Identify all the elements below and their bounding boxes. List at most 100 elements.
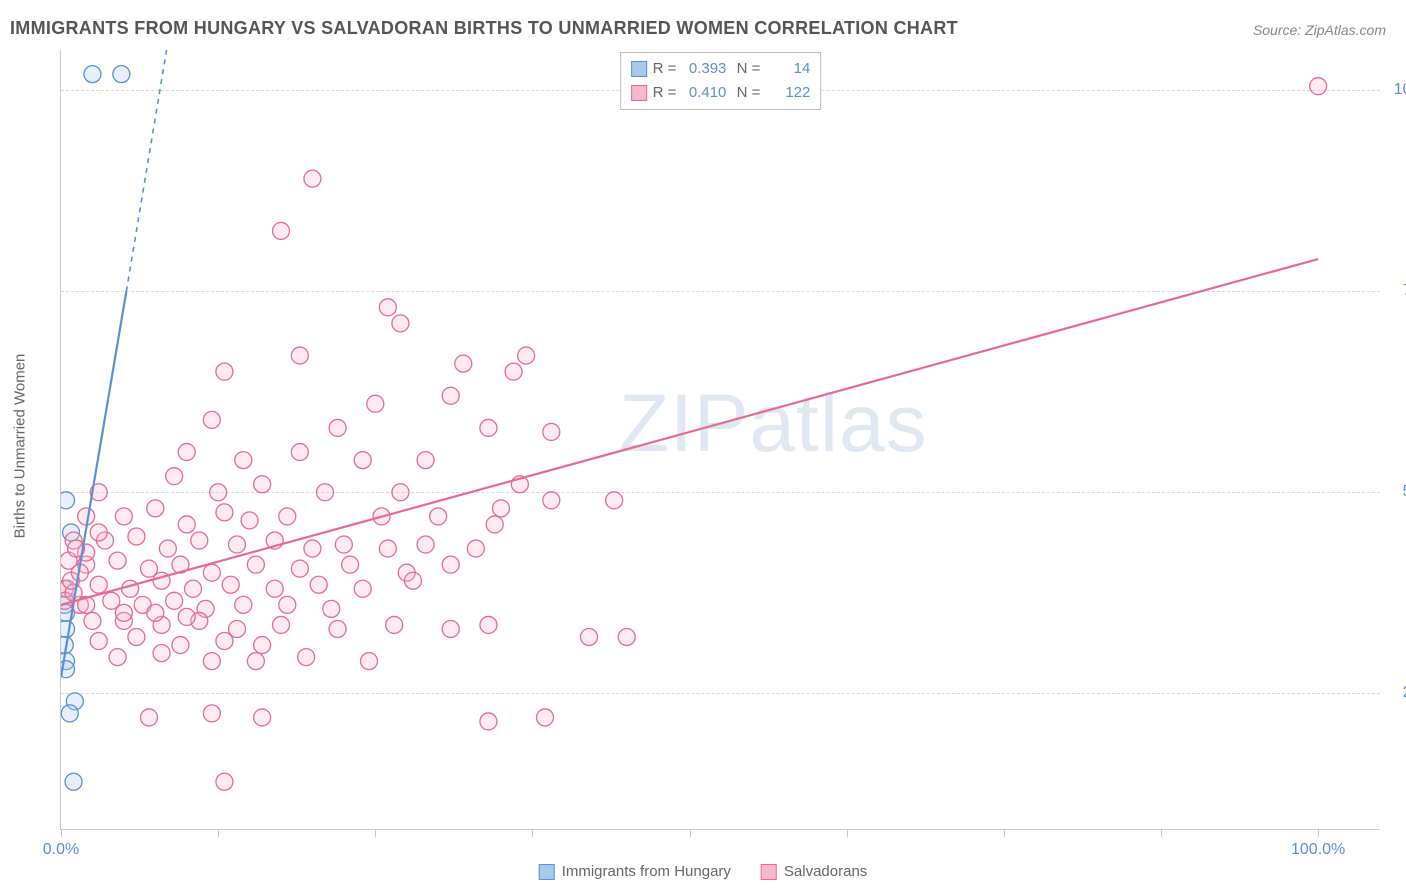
data-point [417, 452, 434, 469]
data-point [392, 315, 409, 332]
legend-item: Immigrants from Hungary [539, 863, 731, 880]
data-point [291, 444, 308, 461]
data-point [90, 633, 107, 650]
data-point [480, 419, 497, 436]
bottom-legend: Immigrants from Hungary Salvadorans [539, 863, 868, 880]
n-value: 122 [766, 81, 810, 105]
data-point [379, 540, 396, 557]
r-value: 0.393 [682, 57, 726, 81]
data-point [486, 516, 503, 533]
data-point [361, 653, 378, 670]
data-point [493, 500, 510, 517]
n-label: N = [732, 81, 760, 105]
data-point [216, 633, 233, 650]
x-tick-label: 0.0% [43, 841, 79, 859]
data-point [61, 705, 78, 722]
stats-legend: R =0.393 N =14R =0.410 N =122 [620, 52, 822, 110]
data-point [229, 536, 246, 553]
data-point [128, 528, 145, 545]
data-point [442, 620, 459, 637]
data-point [455, 355, 472, 372]
data-point [147, 500, 164, 517]
y-tick-label: 50.0% [1403, 483, 1406, 501]
data-point [109, 552, 126, 569]
data-point [109, 649, 126, 666]
data-point [505, 363, 522, 380]
data-point [115, 508, 132, 525]
data-point [90, 576, 107, 593]
stats-legend-row: R =0.410 N =122 [631, 81, 811, 105]
data-point [235, 452, 252, 469]
data-point [216, 504, 233, 521]
data-point [178, 608, 195, 625]
data-point [247, 556, 264, 573]
n-value: 14 [766, 57, 810, 81]
data-point [310, 576, 327, 593]
legend-swatch [761, 864, 777, 880]
data-point [166, 468, 183, 485]
data-point [254, 476, 271, 493]
legend-swatch [539, 864, 555, 880]
x-tick [690, 829, 691, 837]
legend-item: Salvadorans [761, 863, 867, 880]
data-point [147, 604, 164, 621]
data-point [279, 508, 296, 525]
data-point [329, 620, 346, 637]
data-point [113, 66, 130, 83]
data-point [273, 222, 290, 239]
x-tick [1004, 829, 1005, 837]
data-point [166, 592, 183, 609]
data-point [298, 649, 315, 666]
data-point [442, 387, 459, 404]
data-point [254, 709, 271, 726]
data-point [203, 564, 220, 581]
data-point [430, 508, 447, 525]
chart-title: IMMIGRANTS FROM HUNGARY VS SALVADORAN BI… [10, 18, 958, 39]
plot-area: ZIPatlas 25.0%50.0%75.0%100.0% 0.0%100.0… [60, 50, 1380, 830]
data-point [115, 604, 132, 621]
data-point [65, 773, 82, 790]
y-tick-label: 75.0% [1403, 282, 1406, 300]
legend-swatch [631, 85, 647, 101]
data-point [241, 512, 258, 529]
n-label: N = [732, 57, 760, 81]
data-point [266, 580, 283, 597]
data-point [304, 170, 321, 187]
x-tick [532, 829, 533, 837]
data-point [216, 363, 233, 380]
data-point [84, 66, 101, 83]
data-point [191, 532, 208, 549]
data-point [581, 629, 598, 646]
data-point [379, 299, 396, 316]
data-point [247, 653, 264, 670]
r-label: R = [653, 81, 677, 105]
data-point [153, 645, 170, 662]
data-point [417, 536, 434, 553]
data-point [216, 773, 233, 790]
data-point [122, 580, 139, 597]
data-point [141, 709, 158, 726]
data-point [291, 560, 308, 577]
r-label: R = [653, 57, 677, 81]
data-point [178, 444, 195, 461]
data-point [304, 540, 321, 557]
data-point [323, 600, 340, 617]
data-point [335, 536, 352, 553]
data-point [203, 653, 220, 670]
data-point [354, 452, 371, 469]
data-point [84, 612, 101, 629]
data-point [279, 596, 296, 613]
x-tick [218, 829, 219, 837]
x-tick [1318, 829, 1319, 837]
data-point [342, 556, 359, 573]
y-tick-label: 25.0% [1403, 684, 1406, 702]
source-attribution: Source: ZipAtlas.com [1253, 22, 1386, 38]
x-tick [1161, 829, 1162, 837]
data-point [172, 637, 189, 654]
data-point [235, 596, 252, 613]
legend-label: Salvadorans [784, 863, 867, 880]
chart-container: IMMIGRANTS FROM HUNGARY VS SALVADORAN BI… [0, 0, 1406, 892]
data-point [210, 484, 227, 501]
data-point [354, 580, 371, 597]
data-point [392, 484, 409, 501]
